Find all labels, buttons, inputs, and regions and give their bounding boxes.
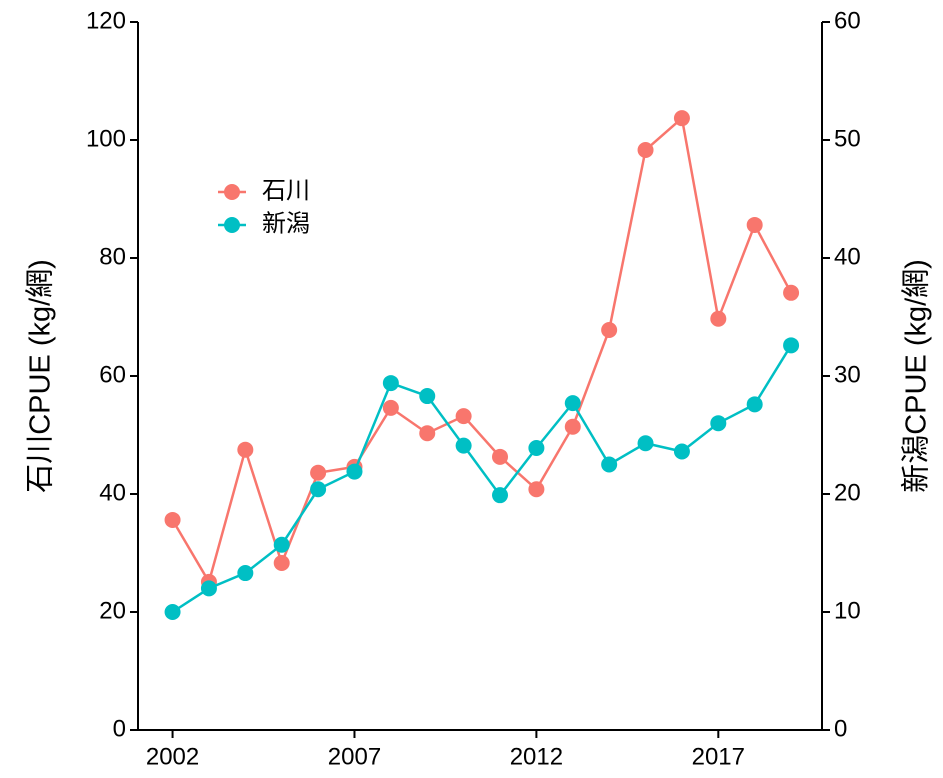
data-point xyxy=(783,284,800,301)
data-point xyxy=(601,321,618,338)
y2-tick-label: 30 xyxy=(834,361,861,388)
x-tick-label: 2017 xyxy=(692,743,745,770)
data-point xyxy=(783,337,800,354)
data-point xyxy=(492,487,509,504)
y2-axis-title: 新潟CPUE (kg/網) xyxy=(900,259,933,493)
data-point xyxy=(200,580,217,597)
data-point xyxy=(528,481,545,498)
y2-tick-label: 40 xyxy=(834,243,861,270)
data-point xyxy=(492,448,509,465)
y-tick-label: 80 xyxy=(99,243,126,270)
data-point xyxy=(310,481,327,498)
data-point xyxy=(419,425,436,442)
y-tick-label: 100 xyxy=(86,125,126,152)
data-point xyxy=(310,464,327,481)
y2-tick-label: 60 xyxy=(834,7,861,34)
y2-tick-label: 50 xyxy=(834,125,861,152)
legend-label: 石川 xyxy=(262,177,310,204)
data-point xyxy=(564,418,581,435)
y-tick-label: 20 xyxy=(99,597,126,624)
x-tick-label: 2007 xyxy=(328,743,381,770)
y2-tick-label: 0 xyxy=(834,715,847,742)
legend-label: 新潟 xyxy=(262,210,310,237)
y2-tick-label: 10 xyxy=(834,597,861,624)
data-point xyxy=(710,310,727,327)
data-point xyxy=(164,511,181,528)
data-point xyxy=(564,395,581,412)
y-axis-title: 石川CPUE (kg/網) xyxy=(24,259,57,493)
legend-marker xyxy=(224,184,240,200)
data-point xyxy=(382,399,399,416)
data-point xyxy=(528,439,545,456)
data-point xyxy=(455,408,472,425)
data-point xyxy=(710,415,727,432)
data-point xyxy=(746,216,763,233)
data-point xyxy=(273,555,290,572)
y-tick-label: 60 xyxy=(99,361,126,388)
x-tick-label: 2012 xyxy=(510,743,563,770)
data-point xyxy=(419,388,436,405)
data-point xyxy=(237,441,254,458)
y-tick-label: 40 xyxy=(99,479,126,506)
data-point xyxy=(673,443,690,460)
y2-tick-label: 20 xyxy=(834,479,861,506)
series-line xyxy=(171,344,793,614)
data-point xyxy=(237,565,254,582)
legend-marker xyxy=(224,217,240,233)
data-point xyxy=(455,437,472,454)
data-point xyxy=(637,435,654,452)
data-point xyxy=(346,463,363,480)
data-point xyxy=(746,396,763,413)
data-point xyxy=(673,110,690,127)
y-tick-label: 0 xyxy=(113,715,126,742)
data-point xyxy=(164,604,181,620)
data-point xyxy=(601,456,618,473)
y-tick-label: 120 xyxy=(86,7,126,34)
data-point xyxy=(637,142,654,159)
x-tick-label: 2002 xyxy=(146,743,199,770)
data-point xyxy=(382,375,399,392)
data-point xyxy=(273,536,290,553)
